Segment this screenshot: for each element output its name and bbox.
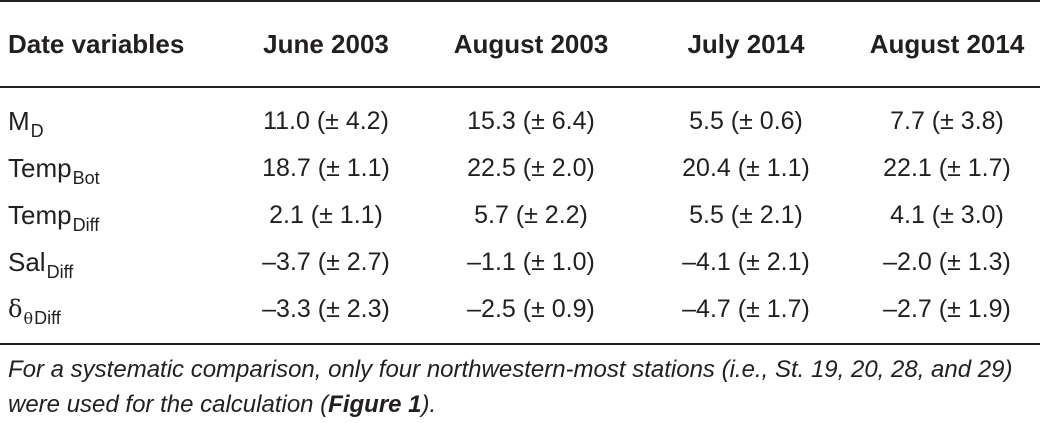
variable-name: Temp (8, 200, 72, 230)
table-row: TempDiff 2.1 (± 1.1) 5.7 (± 2.2) 5.5 (± … (0, 192, 1040, 239)
table-cell: –2.7 (± 1.9) (883, 295, 1011, 323)
table-cell: –1.1 (± 1.0) (467, 248, 595, 276)
table-row: SalDiff –3.7 (± 2.7) –1.1 (± 1.0) –4.1 (… (0, 239, 1040, 286)
table-row: TempBot 18.7 (± 1.1) 22.5 (± 2.0) 20.4 (… (0, 145, 1040, 192)
table-cell: 4.1 (± 3.0) (890, 201, 1004, 229)
table-cell: –4.1 (± 2.1) (682, 248, 810, 276)
row-label-delta-theta-diff: δθDiff (0, 286, 236, 333)
row-label-temp-bot: TempBot (0, 145, 236, 192)
variable-subscript: Diff (46, 262, 74, 282)
table-cell: 15.3 (± 6.4) (467, 107, 595, 135)
variable-name: δ (8, 295, 23, 323)
variable-name: Sal (8, 247, 46, 277)
table-cell: 2.1 (± 1.1) (269, 201, 383, 229)
table-cell: 7.7 (± 3.8) (890, 107, 1004, 135)
variable-subscript: Diff (72, 215, 100, 235)
table-cell: –3.3 (± 2.3) (262, 295, 390, 323)
table-cell: –2.5 (± 0.9) (467, 295, 595, 323)
table-footnote: For a systematic comparison, only four n… (8, 352, 1032, 422)
table-cell: 22.1 (± 1.7) (883, 154, 1011, 182)
table-bottom-rule (0, 343, 1040, 345)
header-august-2014: August 2014 (869, 28, 1025, 59)
footnote-text: For a systematic comparison, only four n… (8, 356, 1013, 418)
variable-subscript-symbol: θ (23, 309, 34, 328)
variable-name: M (8, 106, 30, 136)
header-june-2003: June 2003 (263, 28, 389, 59)
figure-reference-link[interactable]: Figure 1 (328, 391, 422, 418)
table-cell: –2.0 (± 1.3) (883, 248, 1011, 276)
table-row: MD 11.0 (± 4.2) 15.3 (± 6.4) 5.5 (± 0.6)… (0, 86, 1040, 145)
header-date-variables: Date variables (8, 28, 185, 59)
table-cell: 11.0 (± 4.2) (263, 107, 389, 135)
table-header-rule (0, 86, 1040, 88)
header-july-2014: July 2014 (687, 28, 805, 59)
header-august-2003: August 2003 (453, 28, 609, 59)
variable-subscript: Diff (34, 308, 61, 328)
table-cell: –3.7 (± 2.7) (262, 248, 390, 276)
table-row: δθDiff –3.3 (± 2.3) –2.5 (± 0.9) –4.7 (±… (0, 286, 1040, 333)
data-table: Date variables June 2003 August 2003 Jul… (0, 0, 1040, 333)
row-label-sal-diff: SalDiff (0, 239, 236, 286)
table-cell: 22.5 (± 2.0) (467, 154, 595, 182)
footnote-text-end: ). (421, 391, 437, 418)
table-cell: 5.7 (± 2.2) (474, 201, 588, 229)
table-cell: 18.7 (± 1.1) (262, 154, 390, 182)
table-cell: 5.5 (± 0.6) (689, 107, 803, 135)
table-cell: –4.7 (± 1.7) (682, 295, 810, 323)
row-label-md: MD (0, 86, 236, 145)
table-cell: 20.4 (± 1.1) (682, 154, 810, 182)
table-header-row: Date variables June 2003 August 2003 Jul… (0, 0, 1040, 86)
row-label-temp-diff: TempDiff (0, 192, 236, 239)
table-cell: 5.5 (± 2.1) (689, 201, 803, 229)
variable-name: Temp (8, 153, 72, 183)
table-top-rule (0, 0, 1040, 2)
variable-subscript: D (30, 121, 44, 141)
variable-subscript: Bot (72, 168, 100, 188)
